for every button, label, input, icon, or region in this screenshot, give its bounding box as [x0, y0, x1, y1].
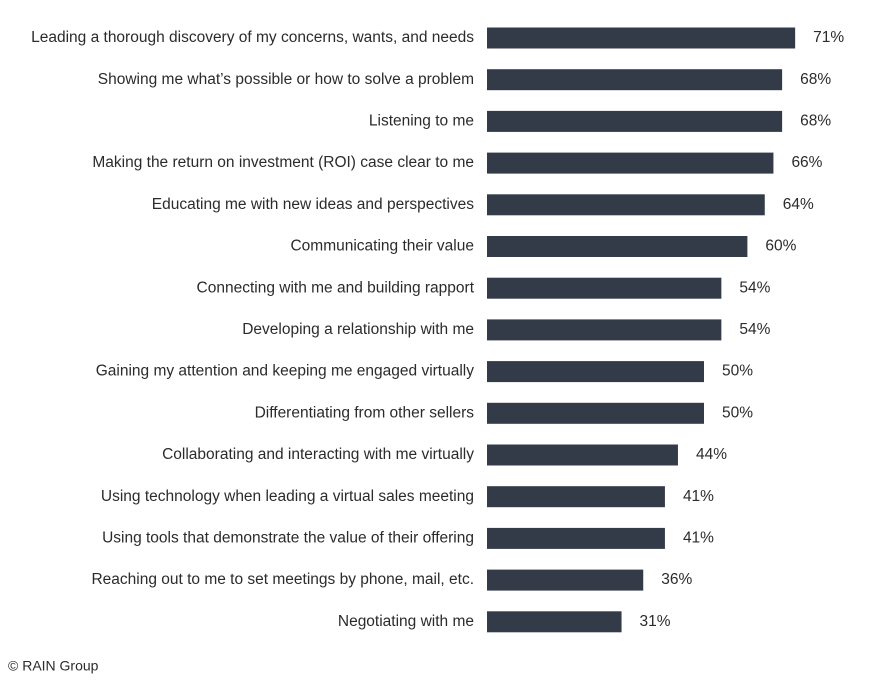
value-label: 68%: [800, 71, 831, 88]
bar: [487, 486, 665, 508]
value-label: 44%: [696, 446, 727, 463]
value-label: 50%: [722, 363, 753, 380]
category-label: Communicating their value: [290, 238, 474, 255]
bar: [487, 527, 665, 549]
bar: [487, 611, 622, 633]
category-label: Gaining my attention and keeping me enga…: [96, 363, 475, 380]
bar: [487, 277, 722, 299]
value-label: 50%: [722, 404, 753, 421]
value-label: 36%: [661, 571, 692, 588]
value-label: 54%: [739, 279, 770, 296]
value-label: 31%: [640, 613, 671, 630]
bar: [487, 361, 704, 383]
bar: [487, 569, 644, 591]
category-label: Negotiating with me: [338, 613, 474, 630]
value-label: 60%: [765, 238, 796, 255]
bar: [487, 152, 774, 174]
value-label: 64%: [783, 196, 814, 213]
value-label: 71%: [813, 29, 844, 46]
category-label: Using technology when leading a virtual …: [101, 488, 474, 505]
category-label: Showing me what’s possible or how to sol…: [98, 71, 474, 88]
source: © RAIN Group: [8, 658, 99, 674]
category-label: Developing a relationship with me: [242, 321, 474, 338]
bar: [487, 27, 796, 49]
category-label: Educating me with new ideas and perspect…: [152, 196, 474, 213]
bar: [487, 402, 704, 424]
category-label: Making the return on investment (ROI) ca…: [92, 154, 474, 171]
category-label: Differentiating from other sellers: [255, 404, 475, 421]
category-label: Connecting with me and building rapport: [197, 279, 475, 296]
category-label: Using tools that demonstrate the value o…: [102, 529, 474, 546]
category-label: Collaborating and interacting with me vi…: [162, 446, 474, 463]
value-label: 54%: [739, 321, 770, 338]
bar: [487, 319, 722, 341]
category-label: Leading a thorough discovery of my conce…: [31, 29, 474, 46]
value-label: 66%: [791, 154, 822, 171]
bar: [487, 69, 783, 91]
value-label: 41%: [683, 488, 714, 505]
bar: [487, 236, 748, 257]
bar: [487, 194, 765, 216]
value-label: 68%: [800, 112, 831, 129]
value-label: 41%: [683, 529, 714, 546]
category-label: Listening to me: [369, 112, 474, 129]
bar: [487, 110, 783, 132]
category-label: Reaching out to me to set meetings by ph…: [91, 571, 474, 588]
bar: [487, 444, 678, 466]
